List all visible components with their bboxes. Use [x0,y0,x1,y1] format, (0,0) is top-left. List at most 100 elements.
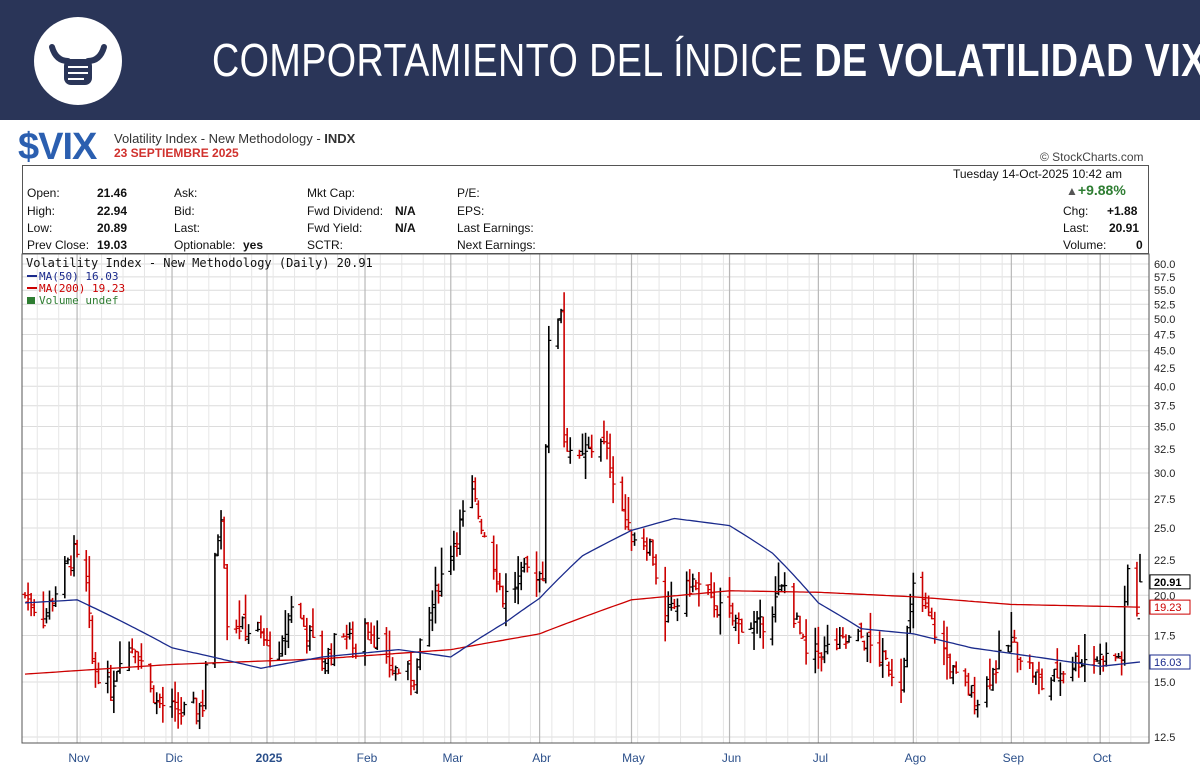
ohlc-bar [1134,561,1140,617]
last-price-tag-text: 20.91 [1154,577,1182,589]
ohlc-bar [800,633,806,639]
plot-frame [21,253,1150,744]
ohlc-bar [929,607,935,620]
ohlc-bar [619,476,625,512]
ma50-line [24,517,1141,669]
ohlc-bar [322,658,328,675]
ohlc-bar [151,685,157,704]
ohlc-bar [53,586,59,607]
ohlc-bar [920,571,926,613]
ohlc-bar [500,585,506,608]
fwd-dividend-value: N/A [395,204,416,218]
ohlc-bar [650,539,656,566]
ohlc-bar [727,577,733,618]
ohlc-bar [86,556,92,629]
ohlc-bar [264,627,270,646]
ohlc-bar [105,660,111,694]
ohlc-bar [546,325,552,454]
ohlc-bar [439,547,445,597]
x-axis: Nov Dic 2025 Feb Mar Abr May Jun Jul Ago Sep Oct [68,751,1112,765]
volume-value: 0 [1136,238,1143,252]
ohlc-bar [776,562,782,596]
prev-close-label: Prev Close: [27,238,90,252]
last-label-right: Last: [1063,221,1090,235]
ohlc-bar [867,612,873,664]
ohlc-bar [246,624,252,644]
ohlc-bar [748,622,754,630]
ohlc-bar [138,643,144,669]
ohlc-bar [984,676,990,708]
ohlc-bar [751,610,757,650]
ohlc-bar [22,592,28,599]
ohlc-bar [880,638,886,678]
optionable-label: Optionable: [174,238,236,252]
ohlc-bar [279,635,285,657]
ohlc-bar [154,692,160,715]
prev-close-value: 19.03 [97,238,128,252]
low-value: 20.89 [97,221,128,235]
mkt-cap-label: Mkt Cap: [307,186,356,200]
ohlc-bar [818,652,824,672]
ohlc-bar [328,643,334,666]
ohlc-bar [405,660,411,681]
ohlc-bar [690,573,696,593]
ohlc-bar [524,555,530,573]
legend-ma50: MA(50) 16.03 [39,270,118,283]
ticker-description-text: Volatility Index - New Methodology - [114,131,325,146]
ohlc-bar [417,638,423,671]
y-tick-label: 25.0 [1154,523,1175,535]
ohlc-bar [494,544,500,593]
ohlc-bar [821,636,827,664]
ohlc-bar [1051,668,1057,682]
ohlc-bar [371,625,377,648]
ohlc-bar [304,617,310,654]
ticker-symbol: $VIX [18,126,97,168]
ohlc-bar [993,660,999,684]
ohlc-bar [341,633,347,638]
ohlc-bar [515,556,521,605]
ohlc-bar [580,433,585,456]
high-label: High: [27,204,56,218]
ohlc-bar [1030,662,1036,683]
ohlc-bar [1057,662,1063,696]
bull-fist-icon [34,17,122,105]
ohlc-bar [383,627,389,664]
ohlc-bar [644,537,650,561]
ohlc-bar [288,596,294,623]
ohlc-bar [889,658,895,687]
ohlc-bar [898,658,904,703]
ohlc-bar [478,518,484,535]
price-tags: 20.91 19.23 16.03 [1149,574,1191,670]
y-tick-label: 52.5 [1154,299,1175,311]
bid-label: Bid: [174,204,195,218]
last-price-tag: 20.91 [1149,574,1191,590]
legend-volume-swatch [27,297,35,304]
ohlc-bar [169,688,175,718]
ohlc-bar [396,668,402,675]
ohlc-bar [181,701,187,716]
ohlc-bar [589,434,595,458]
ohlc-bar [797,615,803,635]
ohlc-bar [129,638,135,654]
y-tick-label: 15.0 [1154,677,1175,689]
ohlc-bar [825,624,831,655]
ohlc-bar [696,572,702,607]
ohlc-bar [730,602,736,626]
x-tick-label: Dic [165,751,182,765]
ohlc-bar [1094,656,1100,662]
ohlc-bar [1097,643,1103,675]
last-price-tag-box [1149,574,1191,590]
ohlc-bar [855,628,861,642]
ohlc-bar [503,573,509,627]
ohlc-bar [108,664,114,701]
ohlc-bar [1125,564,1131,606]
ohlc-bar [236,600,242,640]
ohlc-bar [43,608,49,624]
ohlc-bar [794,612,800,620]
ohlc-bar [233,619,239,634]
ohlc-bar [89,615,95,664]
ohlc-bar [975,699,981,718]
ohlc-bar [662,566,668,642]
ohlc-bar [711,582,717,618]
